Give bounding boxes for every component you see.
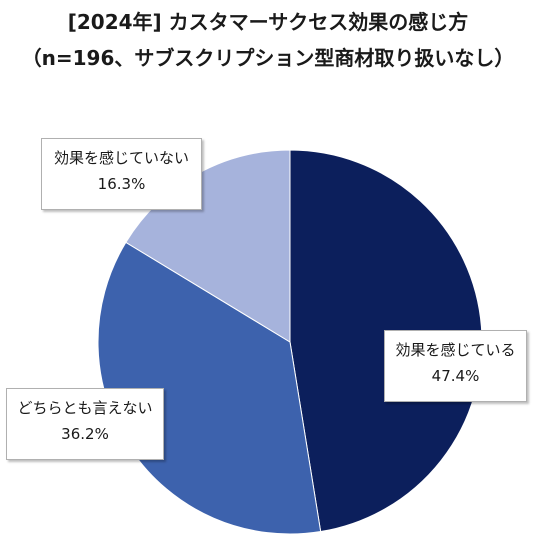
slice-value-no-effect: 16.3% bbox=[97, 175, 146, 193]
slice-label-no-effect: 効果を感じていない bbox=[53, 149, 189, 167]
chart-subtitle: （n=196、サブスクリプション型商材取り扱いなし） bbox=[21, 46, 515, 70]
label-box-no-effect: 効果を感じていない 16.3% bbox=[41, 138, 202, 210]
slice-value-feel-effect: 47.4% bbox=[431, 367, 480, 385]
label-box-neither: どちらとも言えない 36.2% bbox=[6, 388, 164, 460]
slice-label-feel-effect: 効果を感じている bbox=[395, 341, 516, 359]
slice-label-neither: どちらとも言えない bbox=[17, 399, 153, 417]
chart-title: [2024年] カスタマーサクセス効果の感じ方 bbox=[67, 10, 469, 34]
slice-value-neither: 36.2% bbox=[61, 425, 109, 443]
label-box-feel-effect: 効果を感じている 47.4% bbox=[384, 330, 527, 402]
